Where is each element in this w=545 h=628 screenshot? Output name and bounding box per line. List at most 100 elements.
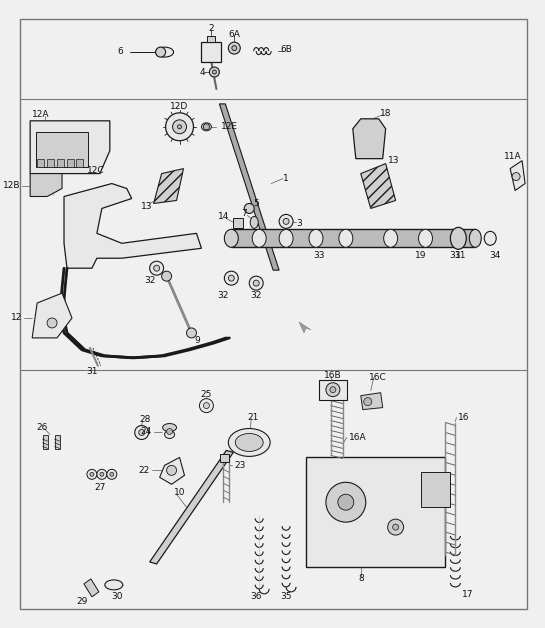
Text: 19: 19	[415, 251, 426, 260]
Circle shape	[167, 428, 173, 435]
Ellipse shape	[202, 123, 211, 131]
Text: 13: 13	[141, 202, 153, 211]
Text: 14: 14	[217, 212, 229, 221]
Circle shape	[279, 214, 293, 229]
Bar	[43, 435, 47, 450]
Polygon shape	[154, 168, 184, 203]
Circle shape	[166, 113, 193, 141]
Polygon shape	[361, 164, 396, 208]
Circle shape	[110, 472, 114, 476]
Bar	[208, 36, 215, 42]
Bar	[231, 229, 475, 247]
Ellipse shape	[450, 227, 467, 249]
Text: 7: 7	[241, 209, 247, 218]
Text: 12C: 12C	[87, 166, 105, 175]
Circle shape	[90, 472, 94, 476]
Ellipse shape	[485, 231, 496, 246]
Circle shape	[87, 469, 97, 479]
Text: 6: 6	[117, 46, 123, 56]
Text: 33: 33	[313, 251, 325, 260]
Polygon shape	[30, 173, 62, 197]
Text: 12E: 12E	[221, 122, 238, 131]
Polygon shape	[32, 293, 72, 338]
Circle shape	[326, 482, 366, 522]
Ellipse shape	[105, 580, 123, 590]
Text: 35: 35	[280, 592, 292, 602]
Ellipse shape	[228, 428, 270, 457]
Circle shape	[249, 276, 263, 290]
Polygon shape	[150, 450, 233, 564]
Text: 4: 4	[199, 68, 205, 77]
Text: 25: 25	[201, 390, 212, 399]
Circle shape	[203, 124, 209, 130]
Circle shape	[330, 387, 336, 392]
Text: 33: 33	[450, 251, 461, 260]
Circle shape	[387, 519, 404, 535]
Circle shape	[232, 46, 237, 51]
Text: 12A: 12A	[32, 111, 50, 119]
Ellipse shape	[469, 229, 481, 247]
Bar	[76, 159, 83, 166]
Text: 26: 26	[37, 423, 48, 432]
Text: 16: 16	[458, 413, 470, 422]
Bar	[319, 380, 347, 399]
Circle shape	[392, 524, 398, 530]
Circle shape	[199, 399, 214, 413]
Circle shape	[47, 318, 57, 328]
Text: 9: 9	[195, 337, 201, 345]
Text: 6A: 6A	[228, 30, 240, 39]
Circle shape	[364, 398, 372, 406]
Text: 6B: 6B	[280, 45, 292, 53]
Circle shape	[173, 120, 186, 134]
Circle shape	[209, 67, 220, 77]
Text: 32: 32	[144, 276, 155, 284]
Circle shape	[228, 275, 234, 281]
Ellipse shape	[235, 433, 263, 452]
Text: 13: 13	[388, 156, 399, 165]
Ellipse shape	[279, 229, 293, 247]
Text: 3: 3	[296, 219, 302, 228]
Text: 17: 17	[462, 590, 474, 599]
Bar	[220, 455, 229, 462]
Ellipse shape	[165, 431, 174, 438]
Bar	[67, 159, 74, 166]
Polygon shape	[84, 579, 99, 597]
Circle shape	[213, 70, 216, 74]
Text: 12D: 12D	[171, 102, 189, 111]
Text: 27: 27	[94, 483, 106, 492]
Text: 21: 21	[247, 413, 259, 422]
Ellipse shape	[250, 217, 258, 229]
Text: 11: 11	[455, 251, 466, 260]
Circle shape	[100, 472, 104, 476]
Bar	[233, 219, 243, 229]
Text: 28: 28	[139, 415, 150, 424]
Text: 16C: 16C	[369, 373, 386, 382]
Bar	[54, 435, 59, 450]
Ellipse shape	[162, 423, 177, 431]
Circle shape	[107, 469, 117, 479]
Ellipse shape	[252, 229, 266, 247]
Text: 29: 29	[76, 597, 88, 606]
Circle shape	[244, 203, 254, 214]
Circle shape	[326, 382, 340, 397]
Circle shape	[178, 125, 181, 129]
Text: 16B: 16B	[324, 371, 342, 380]
Ellipse shape	[309, 229, 323, 247]
Bar	[202, 42, 221, 62]
Polygon shape	[361, 392, 383, 409]
Circle shape	[135, 426, 149, 440]
Polygon shape	[353, 119, 386, 159]
Bar	[37, 159, 44, 166]
Circle shape	[186, 328, 196, 338]
Circle shape	[203, 403, 209, 409]
Text: 36: 36	[251, 592, 262, 602]
Text: 10: 10	[174, 488, 185, 497]
Text: 23: 23	[234, 461, 246, 470]
Text: 34: 34	[489, 251, 501, 260]
Ellipse shape	[384, 229, 398, 247]
Text: 12B: 12B	[3, 181, 20, 190]
Bar	[306, 457, 445, 567]
Polygon shape	[510, 161, 525, 190]
Text: 5: 5	[253, 199, 259, 208]
Text: 18: 18	[380, 109, 391, 118]
